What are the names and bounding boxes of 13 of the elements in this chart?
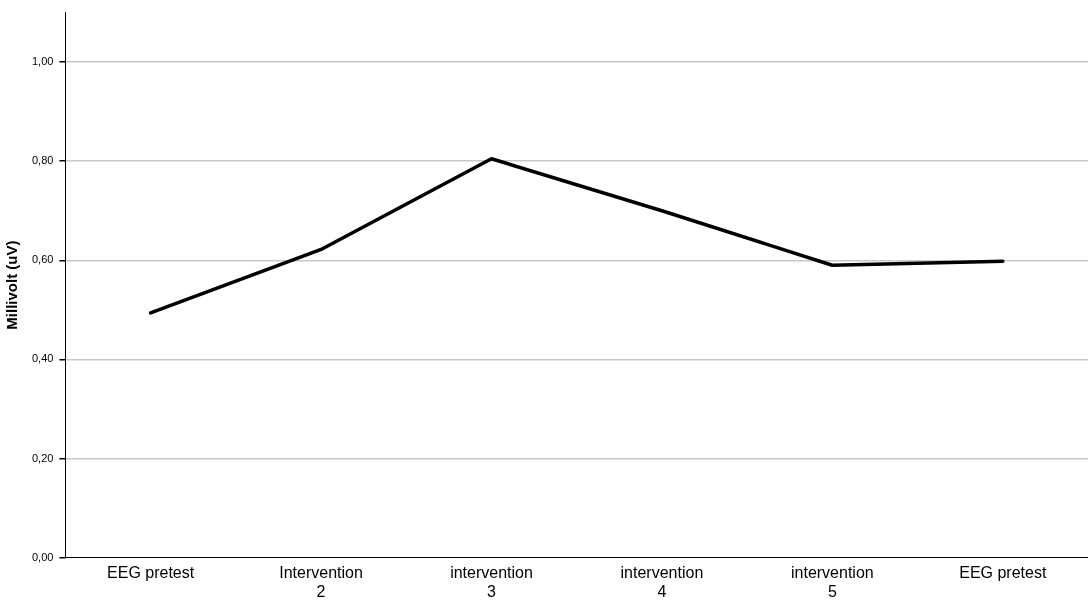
x-tick-label: Intervention 2 [279, 563, 363, 600]
y-tick-label: 0,80 [31, 154, 54, 167]
x-tick-label: intervention 3 [450, 563, 533, 600]
y-tick-label: 0,20 [31, 451, 54, 464]
y-tick-label: 0,00 [31, 550, 54, 563]
x-tick-label: EEG pretest [107, 563, 195, 581]
x-tick-label: EEG pretest [959, 563, 1047, 581]
y-tick-label: 0,60 [31, 253, 54, 266]
x-tick-label: intervention 5 [790, 563, 874, 600]
x-tick-label: intervention 4 [620, 563, 704, 600]
y-axis-title: Millivolt (uV) [3, 240, 21, 330]
y-tick-label: 0,40 [31, 352, 54, 365]
y-tick-label: 1,00 [31, 55, 54, 68]
